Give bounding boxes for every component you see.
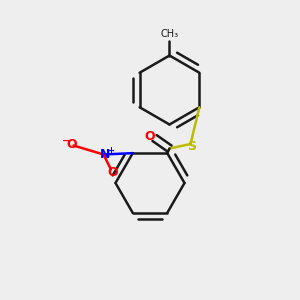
Text: −: − xyxy=(62,136,72,146)
Text: S: S xyxy=(188,140,196,153)
Text: CH₃: CH₃ xyxy=(160,29,178,39)
Text: O: O xyxy=(145,130,155,143)
Text: O: O xyxy=(67,137,77,151)
Text: N: N xyxy=(100,148,110,161)
Text: +: + xyxy=(107,146,115,155)
Text: O: O xyxy=(107,166,118,179)
